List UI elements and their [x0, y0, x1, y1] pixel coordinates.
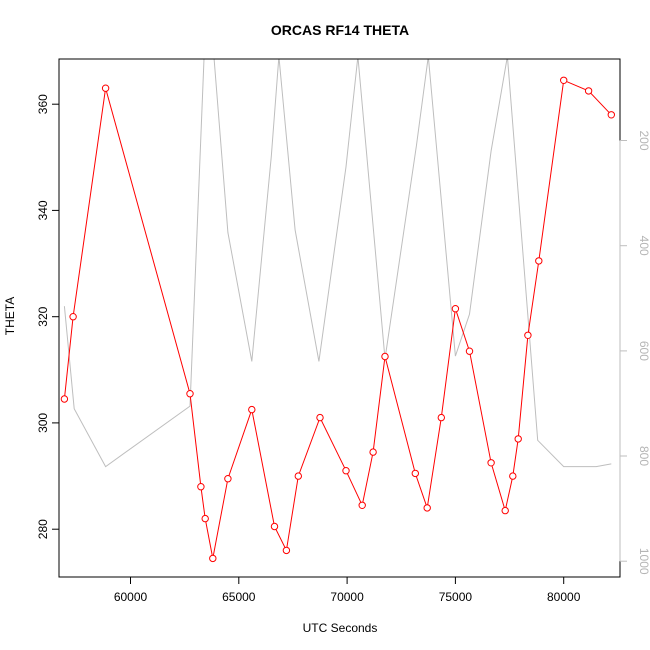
theta-point — [316, 413, 324, 422]
theta-point — [69, 313, 77, 321]
secondary-series — [63, 59, 612, 468]
theta-point — [584, 87, 593, 95]
theta-point — [209, 554, 217, 563]
theta-point — [514, 435, 522, 443]
y-axis-label: THETA — [3, 297, 17, 335]
theta-point — [560, 76, 568, 85]
theta-point — [411, 469, 419, 478]
theta-point — [501, 506, 509, 515]
y-tick-label: 360 — [36, 94, 50, 114]
y2-tick-label: 400 — [637, 236, 650, 256]
x-tick-label: 75000 — [439, 590, 473, 604]
theta-point — [282, 546, 291, 555]
theta-point — [607, 111, 615, 119]
x-axis-label: UTC Seconds — [303, 621, 378, 635]
theta-point — [509, 472, 517, 480]
theta-point — [270, 522, 279, 531]
x-axis: 60000 65000 70000 75000 80000 — [114, 576, 581, 604]
theta-point — [197, 483, 205, 491]
theta-point — [342, 467, 350, 475]
theta-point — [465, 347, 474, 355]
y-tick-label: 340 — [36, 200, 50, 220]
theta-point — [186, 390, 194, 398]
chart-title: ORCAS RF14 THETA — [271, 22, 409, 38]
theta-point — [487, 459, 495, 467]
secondary-line — [63, 59, 612, 468]
theta-series — [60, 76, 615, 563]
theta-point — [369, 448, 377, 456]
theta-point — [60, 395, 69, 403]
y-tick-label: 280 — [36, 519, 50, 539]
x-tick-label: 70000 — [330, 590, 364, 604]
y-tick-label: 320 — [36, 306, 50, 326]
theta-point — [423, 504, 431, 512]
y2-tick-label: 1000 — [637, 548, 650, 575]
y2-tick-label: 200 — [637, 130, 650, 150]
theta-point — [358, 501, 366, 509]
theta-point — [101, 84, 110, 92]
theta-point — [524, 331, 532, 339]
y-axis: 280 300 320 340 360 — [36, 94, 60, 539]
y-tick-label: 300 — [36, 413, 50, 433]
theta-point — [437, 413, 445, 422]
theta-point — [535, 257, 543, 265]
y2-tick-label: 600 — [637, 341, 650, 361]
theta-point — [294, 472, 302, 480]
theta-line — [63, 79, 612, 559]
plot-frame — [58, 58, 621, 578]
theta-point — [451, 305, 460, 313]
theta-point — [381, 352, 389, 361]
theta-point — [224, 475, 232, 483]
x-tick-label: 60000 — [114, 590, 148, 604]
y2-axis: 200 400 600 800 1000 — [619, 130, 650, 575]
x-tick-label: 80000 — [547, 590, 581, 604]
y2-tick-label: 800 — [637, 446, 650, 466]
theta-point — [201, 514, 209, 523]
x-tick-label: 65000 — [222, 590, 256, 604]
theta-point — [248, 405, 256, 414]
